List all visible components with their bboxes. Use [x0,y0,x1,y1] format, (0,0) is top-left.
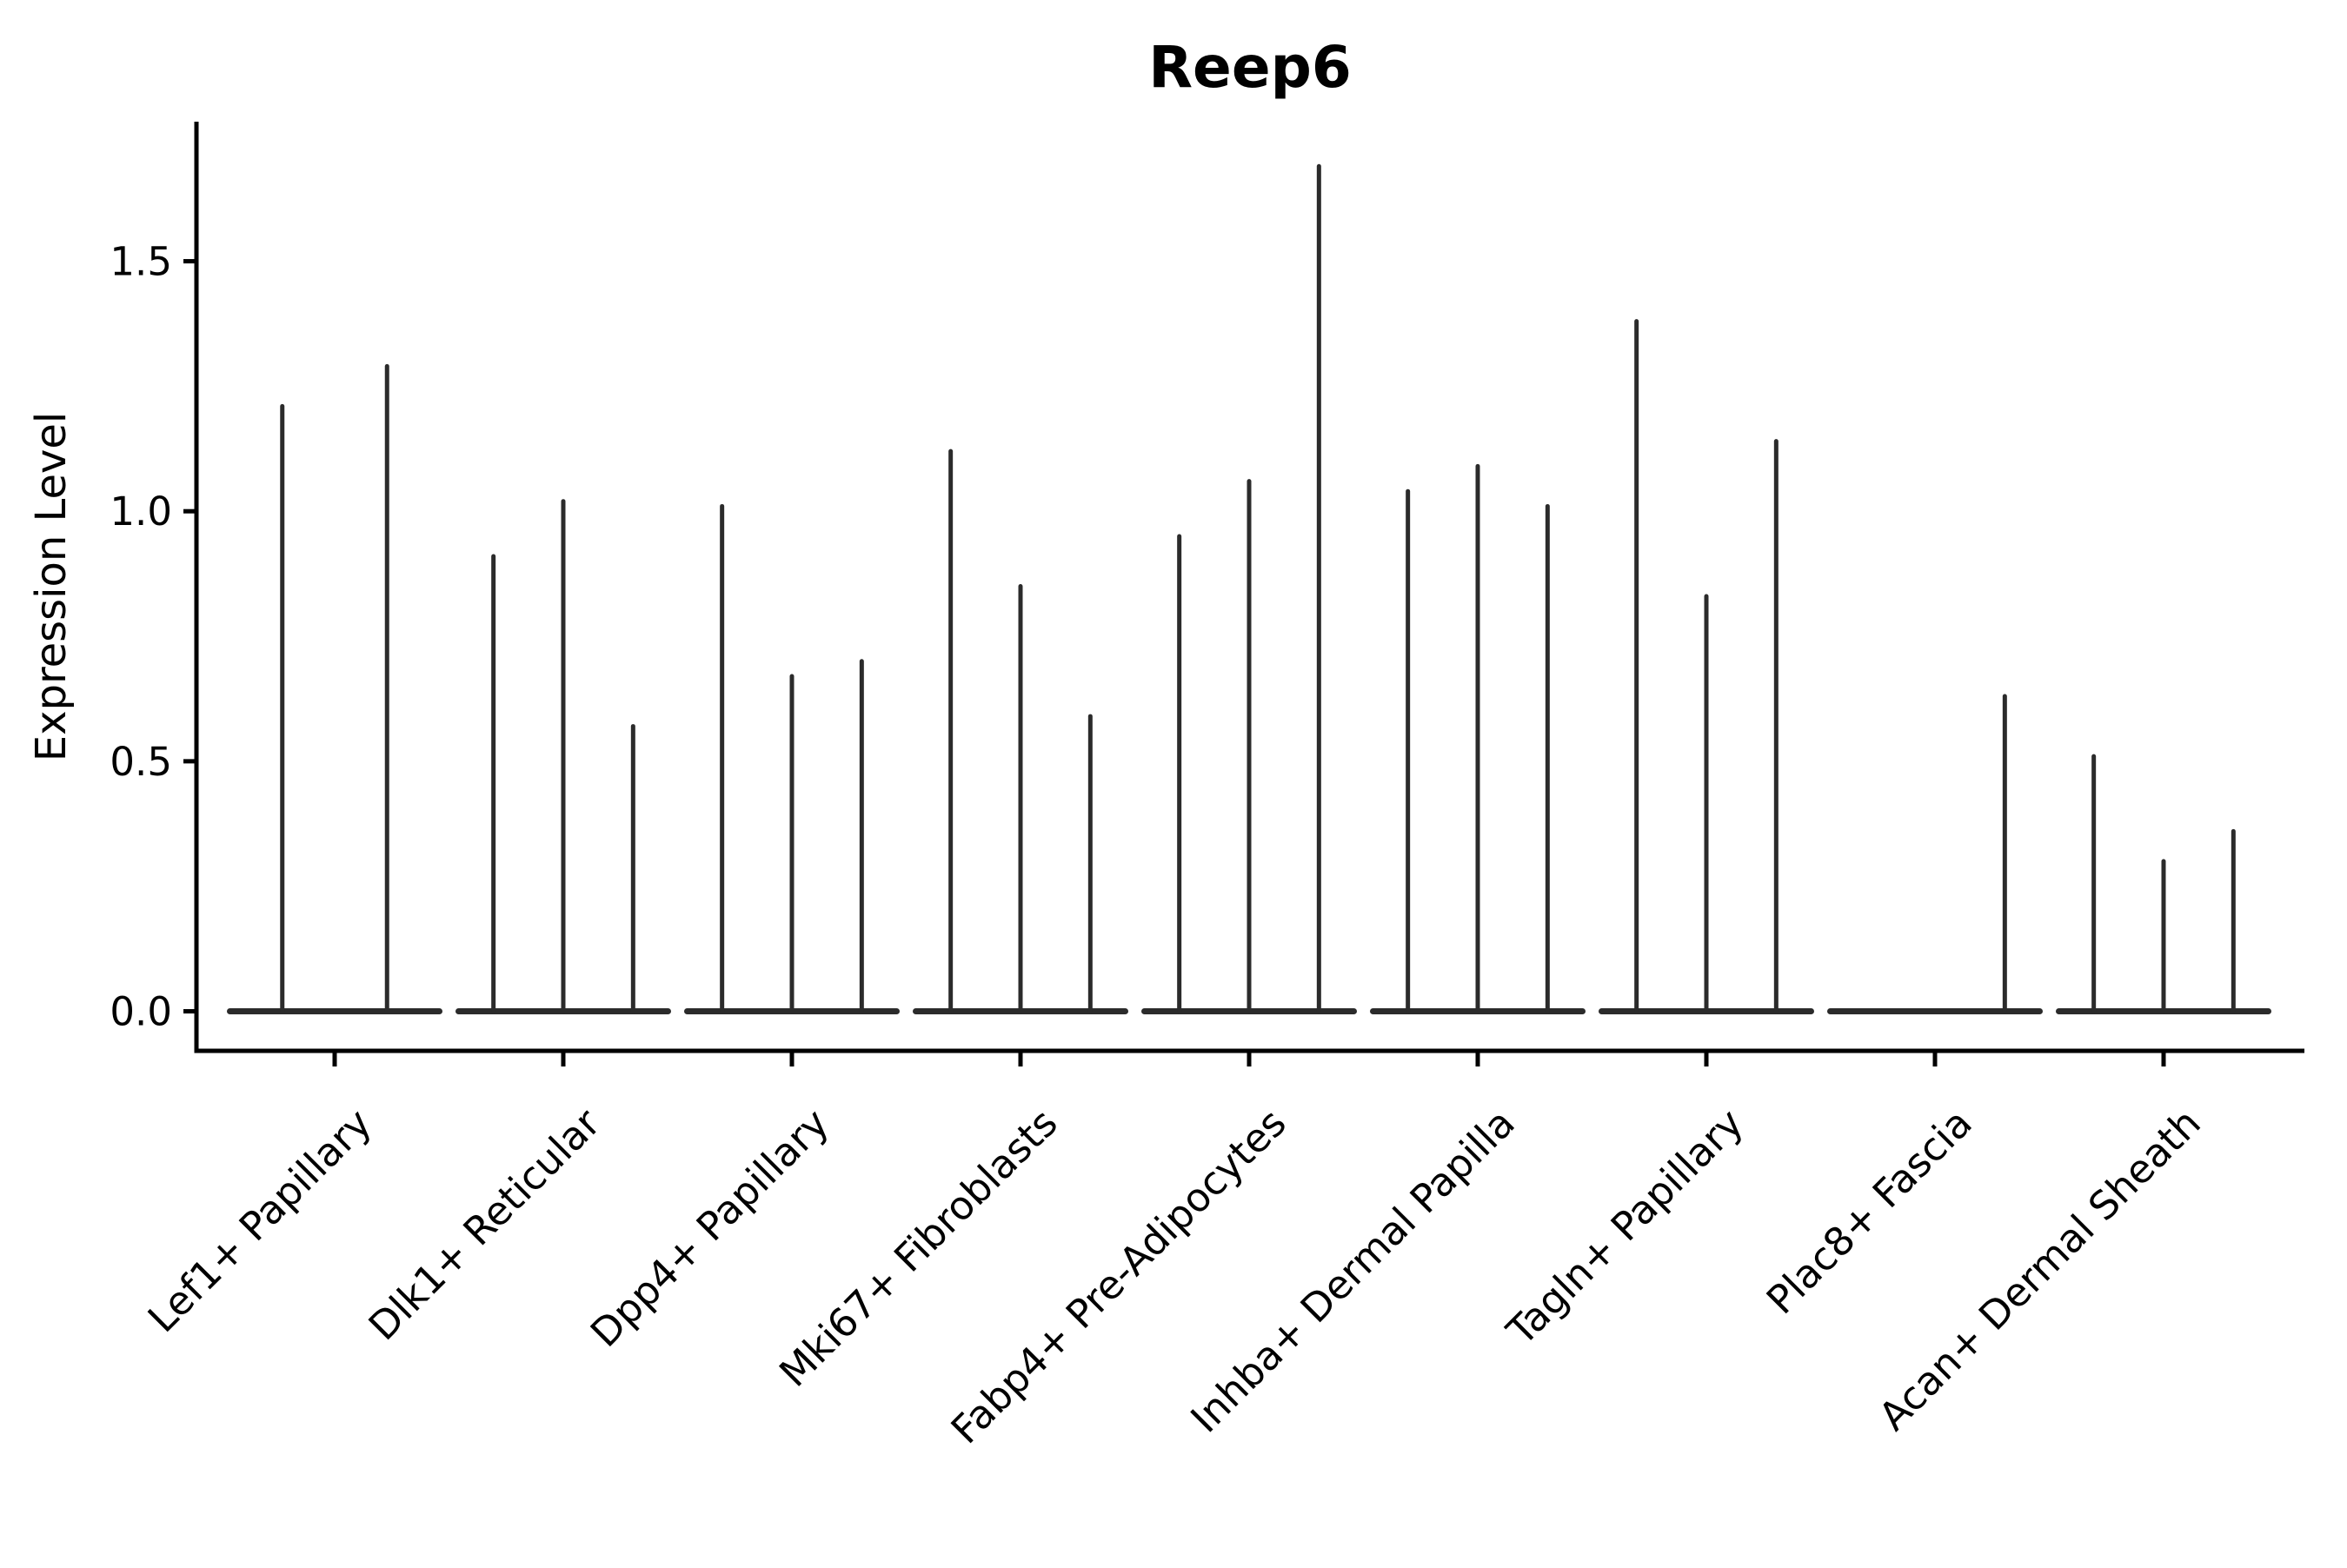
y-tick-label: 1.5 [110,239,172,285]
violin-groups [227,163,2271,1014]
y-tick-label: 1.0 [110,488,172,535]
y-tick-label: 0.5 [110,739,172,785]
violin-group [1599,319,1814,1014]
x-axis-category-label: Dpp4+ Papillary [582,1100,838,1356]
chart-title: Reep6 [1148,34,1352,101]
x-axis-category-label: Lef1+ Papillary [139,1100,381,1341]
x-axis-category-label: Dlk1+ Reticular [360,1100,609,1349]
violin-group [684,503,900,1014]
y-tick-label: 0.0 [110,989,172,1035]
violin-group [1141,163,1357,1014]
violin-group [1370,463,1586,1014]
x-axis-category-label: Plac8+ Fascia [1758,1100,1981,1323]
violin-group [913,448,1128,1014]
violin-group [227,363,442,1014]
y-axis-ticks: 0.0 0.5 1.0 1.5 [110,239,196,1035]
x-axis-category-label: Tagln+ Papillary [1498,1100,1752,1354]
violin-group [1827,694,2043,1014]
violin-group [455,499,671,1014]
violin-group [2056,754,2271,1014]
y-axis-label: Expression Level [27,412,76,762]
